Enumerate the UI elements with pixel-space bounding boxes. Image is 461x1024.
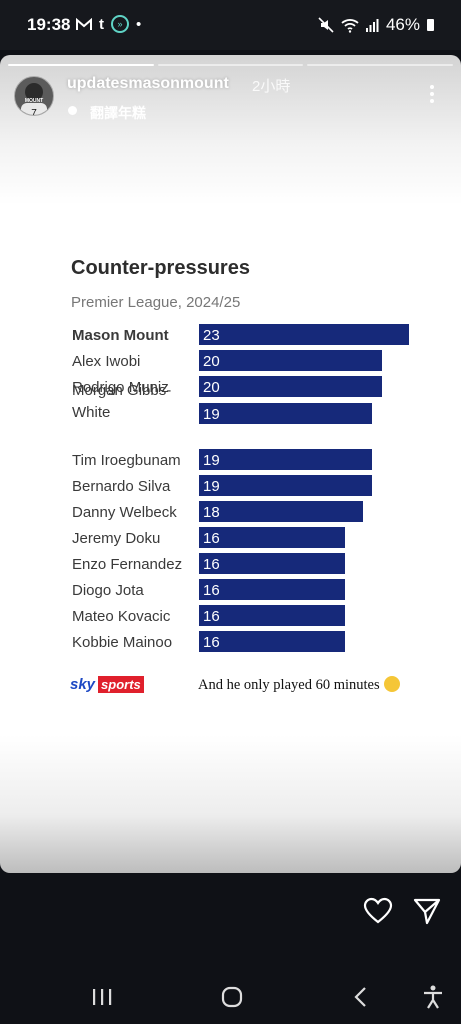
bar xyxy=(199,553,345,574)
back-icon[interactable] xyxy=(352,985,370,1009)
bar xyxy=(199,350,382,371)
bar-value-label: 18 xyxy=(203,504,220,521)
progress-segment xyxy=(157,64,304,66)
progress-segment xyxy=(8,64,154,66)
username[interactable]: updatesmasonmount xyxy=(67,75,229,92)
bar-value-label: 16 xyxy=(203,556,220,573)
wifi-icon xyxy=(341,18,359,33)
salute-emoji-icon xyxy=(383,676,400,692)
category-label: Enzo Fernandez xyxy=(72,556,182,573)
status-time: 19:38 xyxy=(27,15,71,34)
category-label: Tim Iroegbunam xyxy=(72,452,181,469)
battery-percent: 46% xyxy=(385,15,420,34)
bar-value-label: 23 xyxy=(203,327,220,344)
bar xyxy=(199,376,382,397)
bar xyxy=(199,527,345,548)
bar-value-label: 16 xyxy=(203,634,220,651)
signal-icon xyxy=(365,19,379,32)
category-label: Bernardo Silva xyxy=(72,478,171,495)
chart-title: Counter-pressures xyxy=(71,257,250,279)
category-label: Danny Welbeck xyxy=(72,504,177,521)
category-label: Alex Iwobi xyxy=(72,353,140,370)
system-icons: 46% xyxy=(318,15,434,35)
send-icon[interactable] xyxy=(412,896,442,926)
category-label: Mason Mount xyxy=(72,327,169,344)
bar xyxy=(199,449,372,470)
bar-value-label: 16 xyxy=(203,608,220,625)
dot-icon: • xyxy=(136,15,142,33)
story-card[interactable]: 7 MOUNT updatesmasonmount 2小時 翻譯年糕 Count… xyxy=(0,55,461,873)
story-progress xyxy=(8,64,454,66)
bar-value-label: 20 xyxy=(203,379,220,396)
tumblr-icon: t xyxy=(99,15,104,33)
caption: And he only played 60 minutes xyxy=(198,676,400,694)
category-label: Mateo Kovacic xyxy=(72,608,171,625)
bar xyxy=(199,475,372,496)
battery-icon xyxy=(427,19,434,31)
bar-value-label: 19 xyxy=(203,452,220,469)
category-label: Diogo Jota xyxy=(72,582,144,599)
bar-value-label: 16 xyxy=(203,582,220,599)
app-ring-icon: » xyxy=(111,15,129,33)
bar-chart: 23 Mason Mount 20 Alex Iwobi 20 Rodrigo Muniz… xyxy=(72,324,409,652)
bar xyxy=(199,324,409,345)
music-title[interactable]: 翻譯年糕 xyxy=(90,105,146,121)
bar-value-label: 16 xyxy=(203,530,220,547)
caption-text: And he only played 60 minutes xyxy=(198,677,380,693)
avatar[interactable]: 7 MOUNT xyxy=(14,76,54,116)
status-bar: 19:38 t » • 46% xyxy=(0,0,461,50)
recents-icon[interactable] xyxy=(91,987,113,1007)
sports-logo-text: sports xyxy=(98,675,144,693)
sky-sports-logo: sky sports xyxy=(70,675,144,693)
music-icon xyxy=(68,106,77,115)
category-label: Rodrigo Muniz xyxy=(72,379,169,396)
category-label: Jeremy Doku xyxy=(72,530,160,547)
bar-value-label: 19 xyxy=(203,478,220,495)
bar xyxy=(199,605,345,626)
sky-logo-text: sky xyxy=(70,675,96,693)
more-options-button[interactable] xyxy=(425,83,439,107)
notification-icons: t » • xyxy=(76,15,141,33)
heart-icon[interactable] xyxy=(363,896,393,926)
bar xyxy=(199,631,345,652)
bar xyxy=(199,501,363,522)
avatar-text: MOUNT xyxy=(24,98,44,104)
chart-subtitle: Premier League, 2024/25 xyxy=(71,294,241,311)
bar-value-label: 20 xyxy=(203,353,220,370)
time-ago: 2小時 xyxy=(252,78,291,95)
bar xyxy=(199,579,345,600)
bar xyxy=(199,403,372,424)
accessibility-icon[interactable] xyxy=(421,984,445,1010)
category-label: Morgan Gibbs-White xyxy=(72,382,171,421)
svg-text:7: 7 xyxy=(31,108,37,115)
bar-value-label: 19 xyxy=(203,406,220,423)
gmail-icon xyxy=(76,17,92,30)
mute-icon xyxy=(318,17,334,33)
category-label: Kobbie Mainoo xyxy=(72,634,172,651)
avatar-image: 7 xyxy=(21,83,47,115)
progress-segment xyxy=(307,64,454,66)
home-icon[interactable] xyxy=(220,985,244,1009)
